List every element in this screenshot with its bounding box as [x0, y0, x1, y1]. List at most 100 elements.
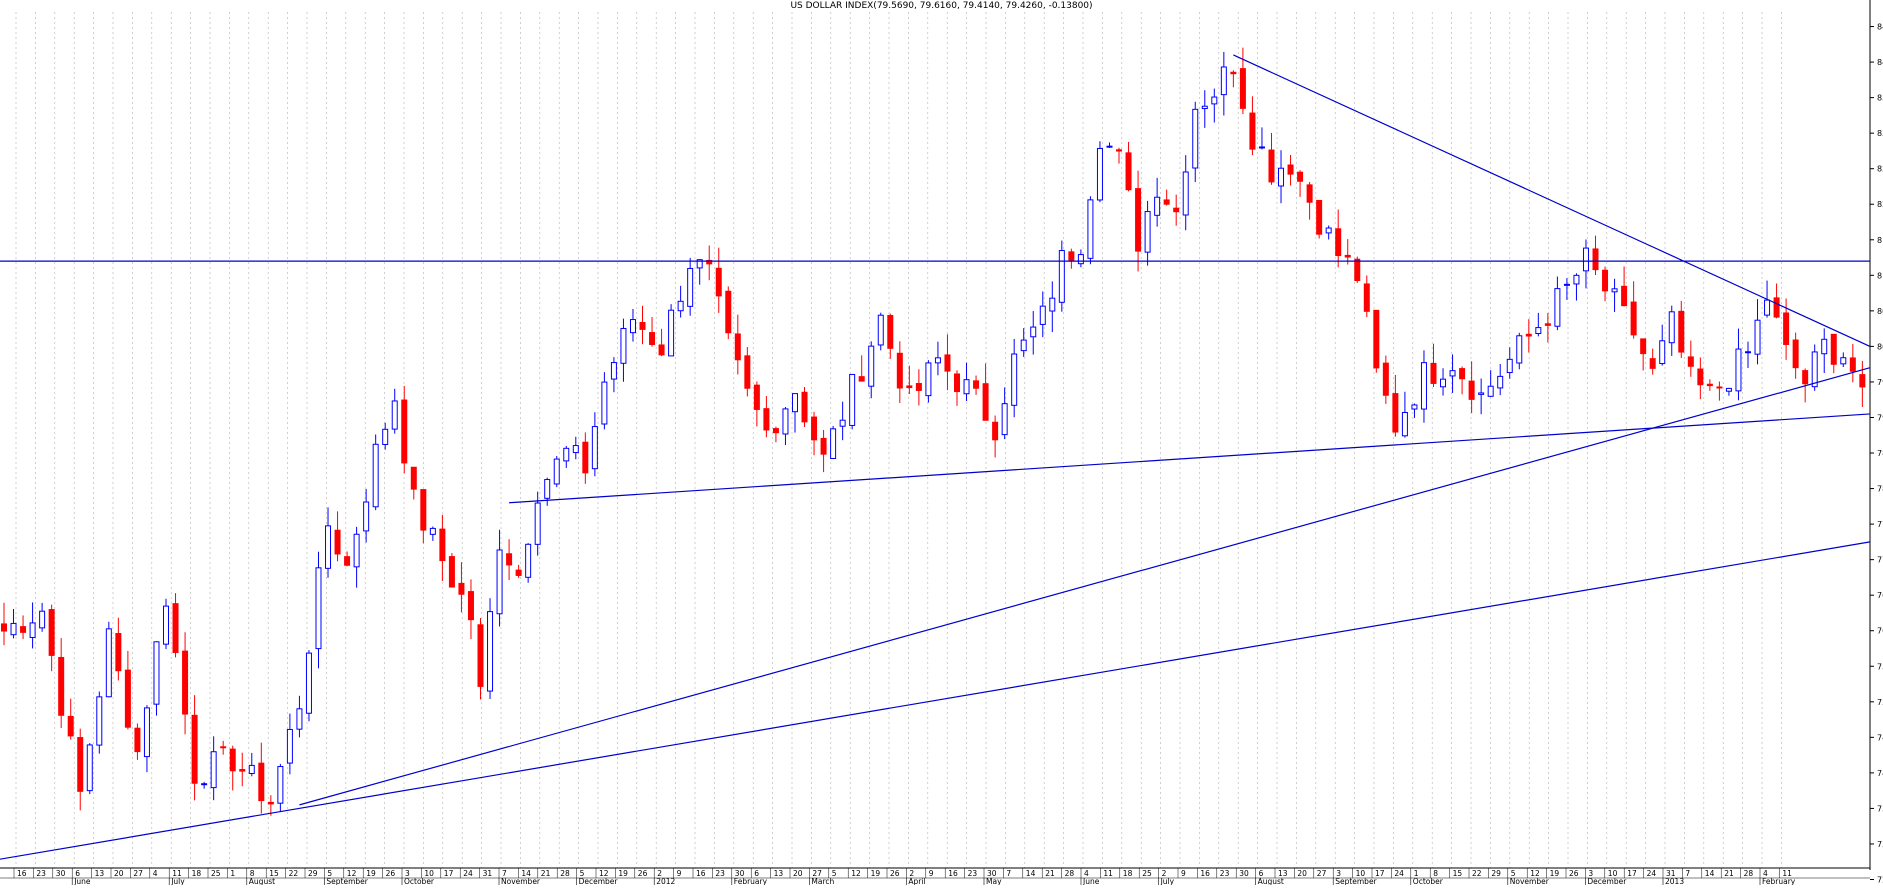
- candle-body: [915, 382, 922, 391]
- day-tick-label: 30: [735, 869, 745, 878]
- day-tick-label: 8: [250, 869, 255, 878]
- candle-body: [601, 381, 608, 425]
- candle-body: [286, 728, 293, 764]
- candle-body: [105, 628, 112, 698]
- trendline: [1233, 54, 1871, 347]
- day-tick-label: 22: [1472, 869, 1482, 878]
- month-label: August: [249, 877, 275, 885]
- candle-body: [1716, 386, 1723, 389]
- candle-body: [1230, 71, 1237, 75]
- candle-body: [553, 458, 560, 485]
- candle-body: [1258, 146, 1265, 149]
- day-tick-label: 13: [774, 869, 784, 878]
- day-tick-label: 23: [1220, 869, 1230, 878]
- candle-body: [906, 385, 913, 389]
- candle-body: [1678, 310, 1685, 353]
- candle-body: [896, 352, 903, 389]
- price-tick-label: 81.5: [1877, 236, 1883, 245]
- candle-body: [944, 354, 951, 372]
- candle-body: [1830, 333, 1837, 365]
- candle-body: [610, 362, 617, 380]
- candle-body: [591, 426, 598, 470]
- candle-body: [1182, 171, 1189, 216]
- candle-body: [582, 441, 589, 474]
- candle-body: [382, 428, 389, 445]
- day-tick-label: 26: [890, 869, 900, 878]
- month-label: May: [986, 877, 1002, 885]
- candle-body: [315, 567, 322, 650]
- day-tick-label: 16: [948, 869, 958, 878]
- candle-body: [182, 650, 189, 715]
- candle-body: [172, 603, 179, 653]
- day-tick-label: 2: [909, 869, 914, 878]
- candle-body: [439, 528, 446, 562]
- candle-body: [1249, 112, 1256, 150]
- price-tick-label: 78.5: [1877, 449, 1883, 458]
- candle-body: [772, 428, 779, 434]
- candle-body: [153, 641, 160, 705]
- month-label: August: [1258, 877, 1284, 885]
- candle-body: [1106, 145, 1113, 148]
- candle-body: [458, 582, 465, 595]
- candle-body: [868, 345, 875, 387]
- candle-body: [734, 333, 741, 361]
- candle-body: [1640, 338, 1647, 355]
- candle-body: [1087, 199, 1094, 259]
- candle-body: [658, 344, 665, 356]
- candle-body: [696, 259, 703, 269]
- candle-body: [67, 715, 74, 737]
- price-tick-label: 74.0: [1877, 769, 1883, 778]
- candle-body: [1201, 105, 1208, 110]
- candle-body: [229, 748, 236, 772]
- candle-body: [1011, 353, 1018, 406]
- candle-body: [753, 384, 760, 410]
- day-tick-label: 19: [871, 869, 881, 878]
- day-tick-label: 4: [153, 869, 158, 878]
- candle-body: [1773, 297, 1780, 318]
- candle-body: [1602, 269, 1609, 292]
- price-tick-label: 82.0: [1877, 200, 1883, 209]
- day-tick-label: 12: [851, 869, 861, 878]
- price-tick-label: 84.0: [1877, 58, 1883, 67]
- candle-body: [849, 373, 856, 426]
- candle-body: [649, 332, 656, 345]
- candle-body: [1116, 149, 1123, 152]
- candle-body: [1697, 368, 1704, 386]
- price-tick-label: 79.0: [1877, 413, 1883, 422]
- candle-body: [496, 549, 503, 615]
- candle-body: [1468, 380, 1475, 400]
- candle-body: [201, 783, 208, 786]
- candle-body: [1096, 147, 1103, 201]
- candle-body: [1592, 248, 1599, 271]
- day-tick-label: 5: [1511, 869, 1516, 878]
- candle-body: [1535, 327, 1542, 335]
- candle-body: [1859, 374, 1866, 388]
- day-tick-label: 25: [211, 869, 221, 878]
- candle-body: [1497, 375, 1504, 389]
- day-tick-label: 10: [424, 869, 434, 878]
- candle-body: [1411, 404, 1418, 410]
- candle-body: [115, 633, 122, 672]
- candle-body: [1392, 393, 1399, 433]
- candle-body: [420, 489, 427, 531]
- candle-body: [639, 321, 646, 330]
- day-tick-label: 6: [754, 869, 759, 878]
- candle-body: [1611, 288, 1618, 293]
- candle-body: [954, 373, 960, 393]
- day-tick-label: 30: [56, 869, 66, 878]
- candle-body: [525, 543, 532, 578]
- candle-body: [1849, 357, 1856, 372]
- candle-body: [992, 421, 999, 441]
- candle-body: [1687, 356, 1694, 367]
- candle-body: [1802, 370, 1809, 385]
- candle-body: [725, 290, 732, 334]
- day-tick-label: 27: [1317, 869, 1327, 878]
- day-tick-label: 12: [1530, 869, 1540, 878]
- candle-body: [1582, 247, 1589, 272]
- candle-body: [1420, 362, 1427, 410]
- day-tick-label: 13: [1278, 869, 1288, 878]
- month-label: February: [734, 877, 768, 885]
- candle-body: [544, 479, 551, 499]
- day-tick-label: 21: [1045, 869, 1055, 878]
- day-tick-label: 16: [696, 869, 706, 878]
